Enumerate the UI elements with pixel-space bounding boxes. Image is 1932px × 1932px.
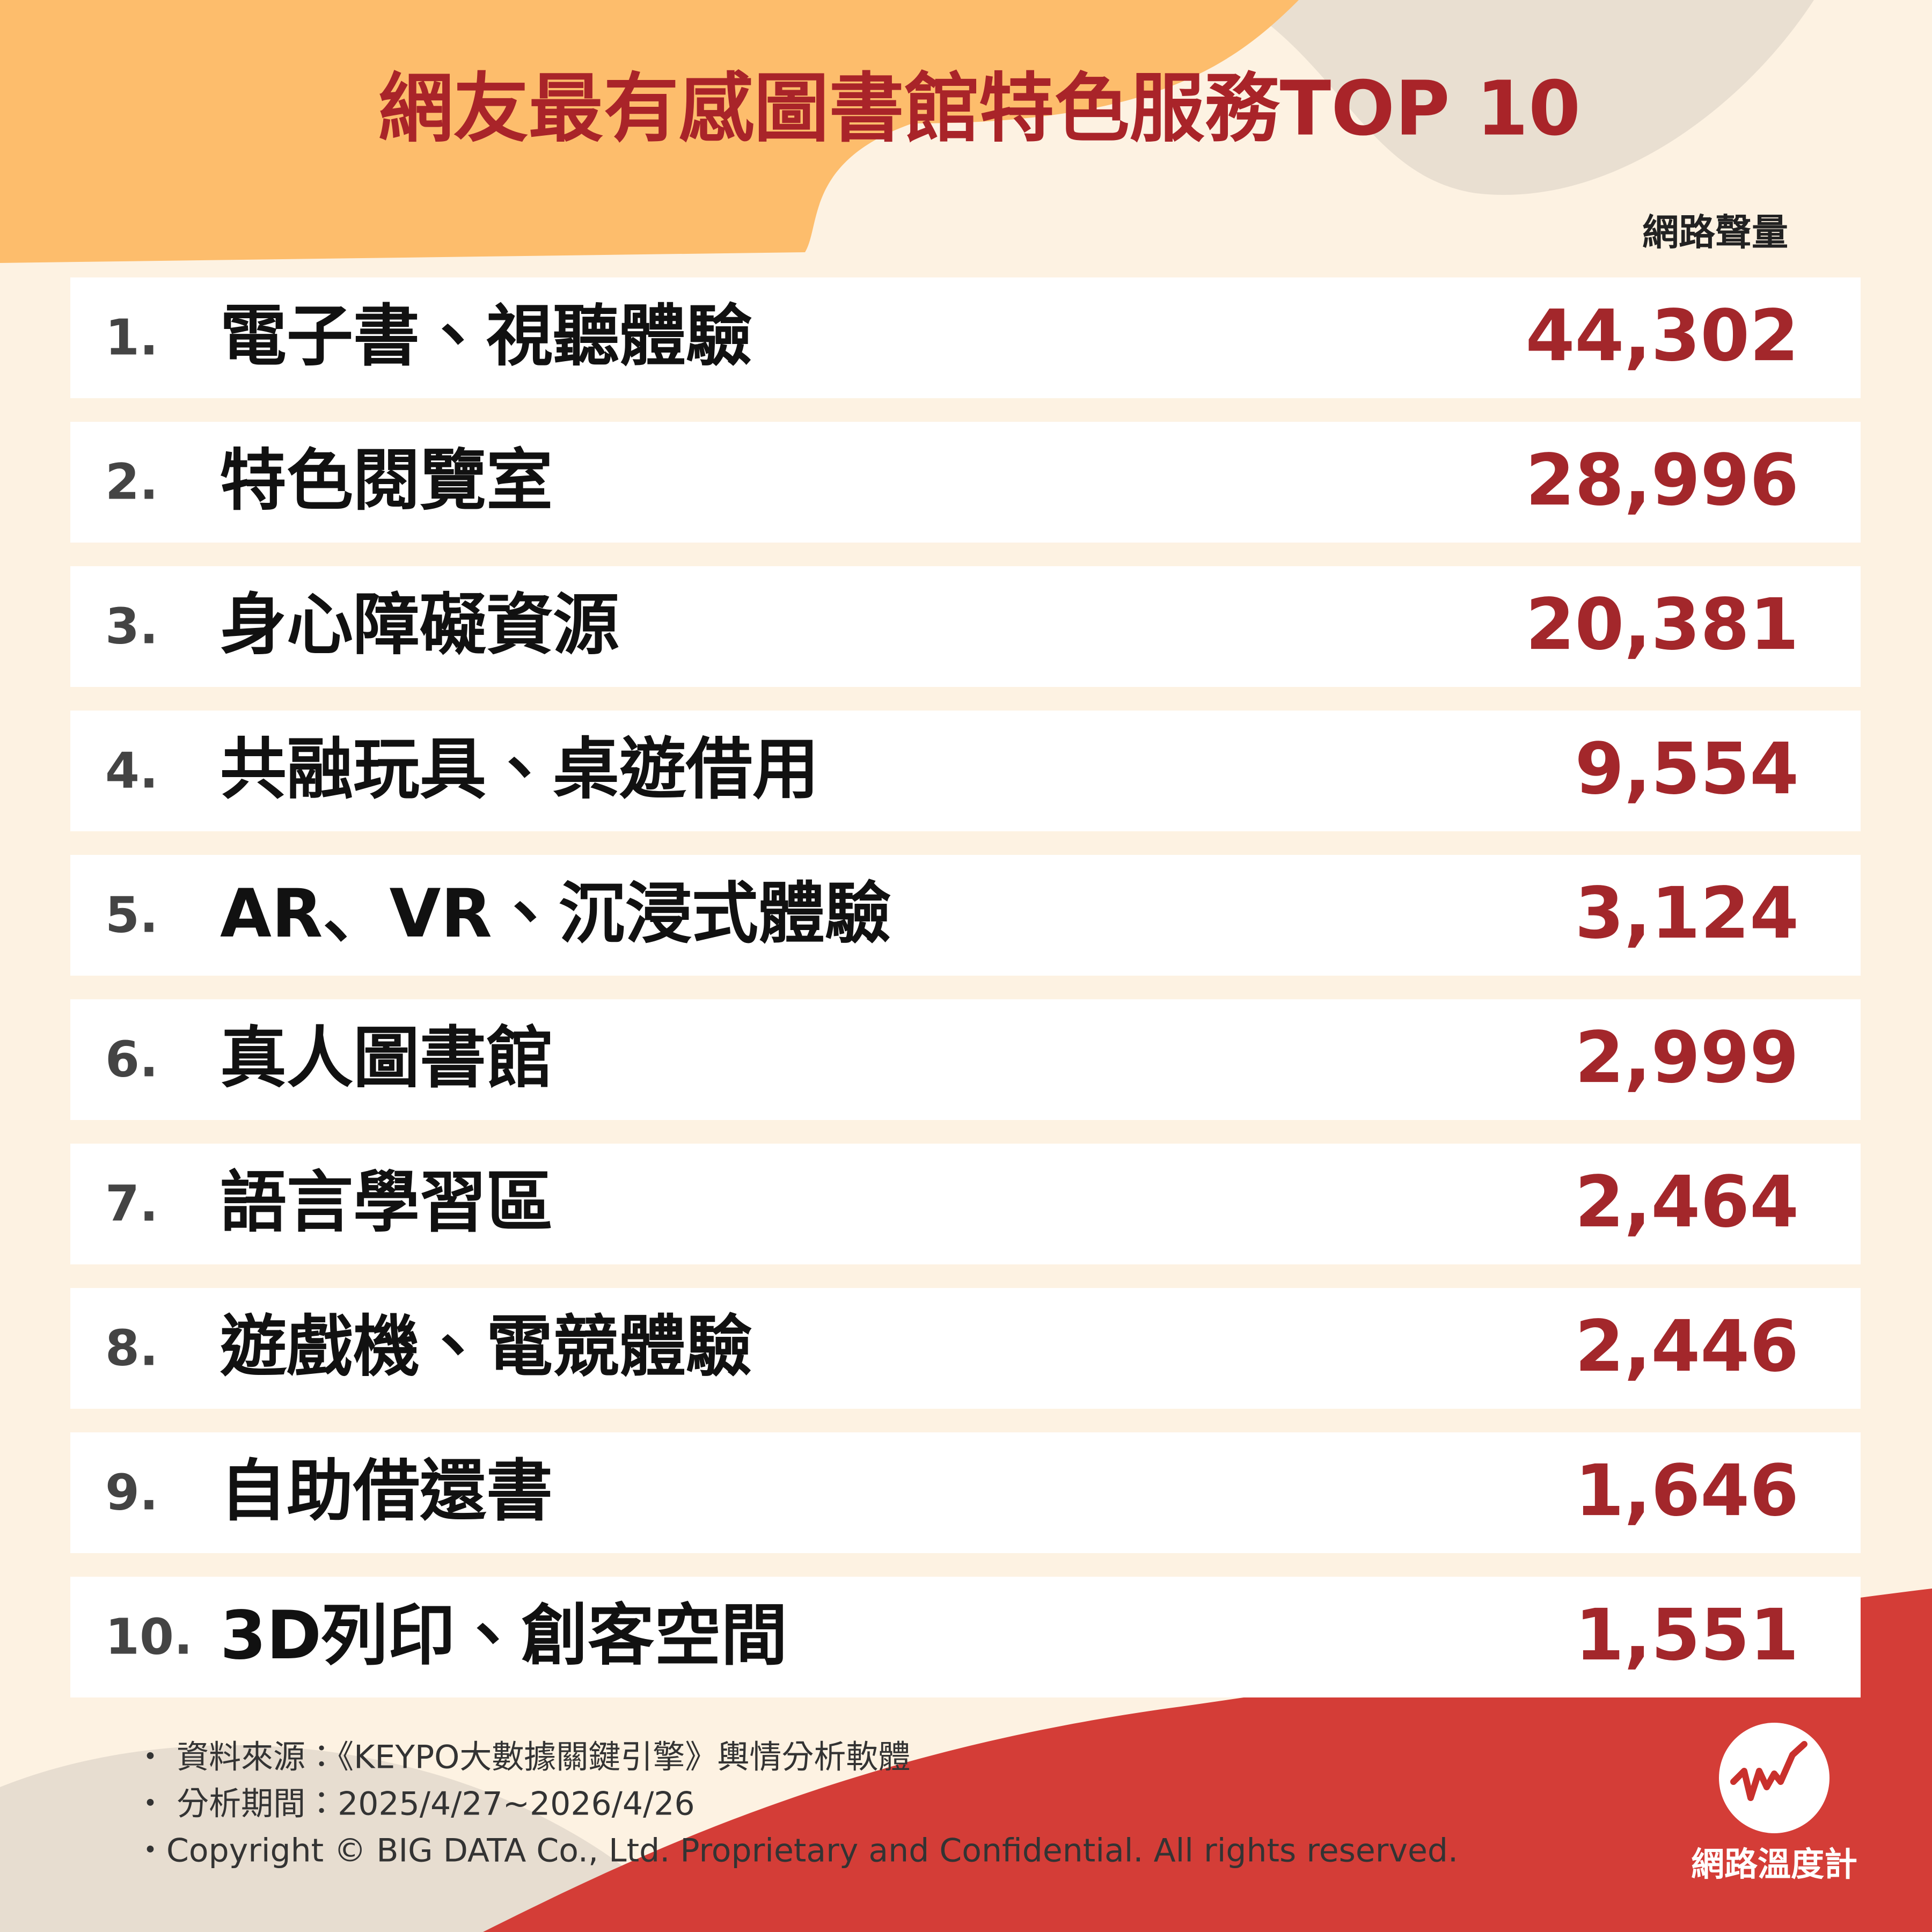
decor-blob [0,0,1299,263]
row-background [70,1432,1861,1553]
service-name: 自助借還書 [220,1453,553,1530]
logo-text: 網路溫度計 [1691,1845,1857,1884]
rank: 4. [105,742,158,799]
rank: 6. [105,1030,158,1088]
volume: 2,464 [1575,1161,1799,1243]
service-name: 真人圖書館 [220,1020,553,1097]
decor-blob [1234,0,1814,195]
rank: 5. [105,886,158,943]
column-header: 網路聲量 [1642,212,1788,254]
volume: 1,551 [1575,1594,1799,1677]
rank: 2. [105,453,158,510]
volume: 28,996 [1526,439,1799,522]
service-name: 語言學習區 [220,1164,553,1241]
service-name: 3D列印、創客空間 [220,1597,787,1674]
row-background [70,1577,1861,1697]
volume: 2,446 [1575,1305,1799,1388]
row-background [70,277,1861,398]
volume: 44,302 [1526,295,1799,377]
volume: 9,554 [1575,728,1799,810]
volume: 1,646 [1575,1450,1799,1532]
rank: 7. [105,1175,158,1232]
service-name: 共融玩具、桌遊借用 [220,731,819,808]
rank: 10. [105,1608,193,1665]
service-name: 遊戲機、電競體驗 [220,1308,752,1386]
footer-notes: ・ 資料來源：《KEYPO大數據關鍵引擎》輿情分析軟體・ 分析期間：2025/4… [134,1739,1458,1870]
rank: 1. [105,309,158,366]
decor-blob [0,1745,676,1932]
row-background [70,999,1861,1120]
volume: 20,381 [1526,583,1799,666]
row-background [70,1288,1861,1409]
rank: 3. [105,597,158,655]
row-background [70,422,1861,543]
service-name: 身心障礙資源 [220,587,619,664]
row-background [70,566,1861,687]
row-background [70,855,1861,976]
footer-note: ・ 資料來源：《KEYPO大數據關鍵引擎》輿情分析軟體 [134,1739,910,1776]
logo-icon [1730,1741,1807,1801]
service-name: AR、VR、沉浸式體驗 [220,875,891,953]
rank: 9. [105,1463,158,1521]
title: 網友最有感圖書館特色服務TOP 10 [378,65,1581,153]
footer-note: ・Copyright © BIG DATA Co., Ltd. Propriet… [134,1832,1458,1870]
volume: 3,124 [1575,872,1799,955]
service-name: 特色閱覽室 [220,442,553,519]
row-background [70,1144,1861,1264]
ranking-table: 1. 電子書、視聽體驗 44,302 2. 特色閱覽室 28,996 3. 身心障礙資源 20,… [70,277,1861,1697]
service-name: 電子書、視聽體驗 [220,298,752,375]
volume: 2,999 [1575,1016,1799,1099]
rank: 8. [105,1319,158,1377]
row-background [70,711,1861,831]
footer-note: ・ 分析期間：2025/4/27~2026/4/26 [134,1785,695,1823]
